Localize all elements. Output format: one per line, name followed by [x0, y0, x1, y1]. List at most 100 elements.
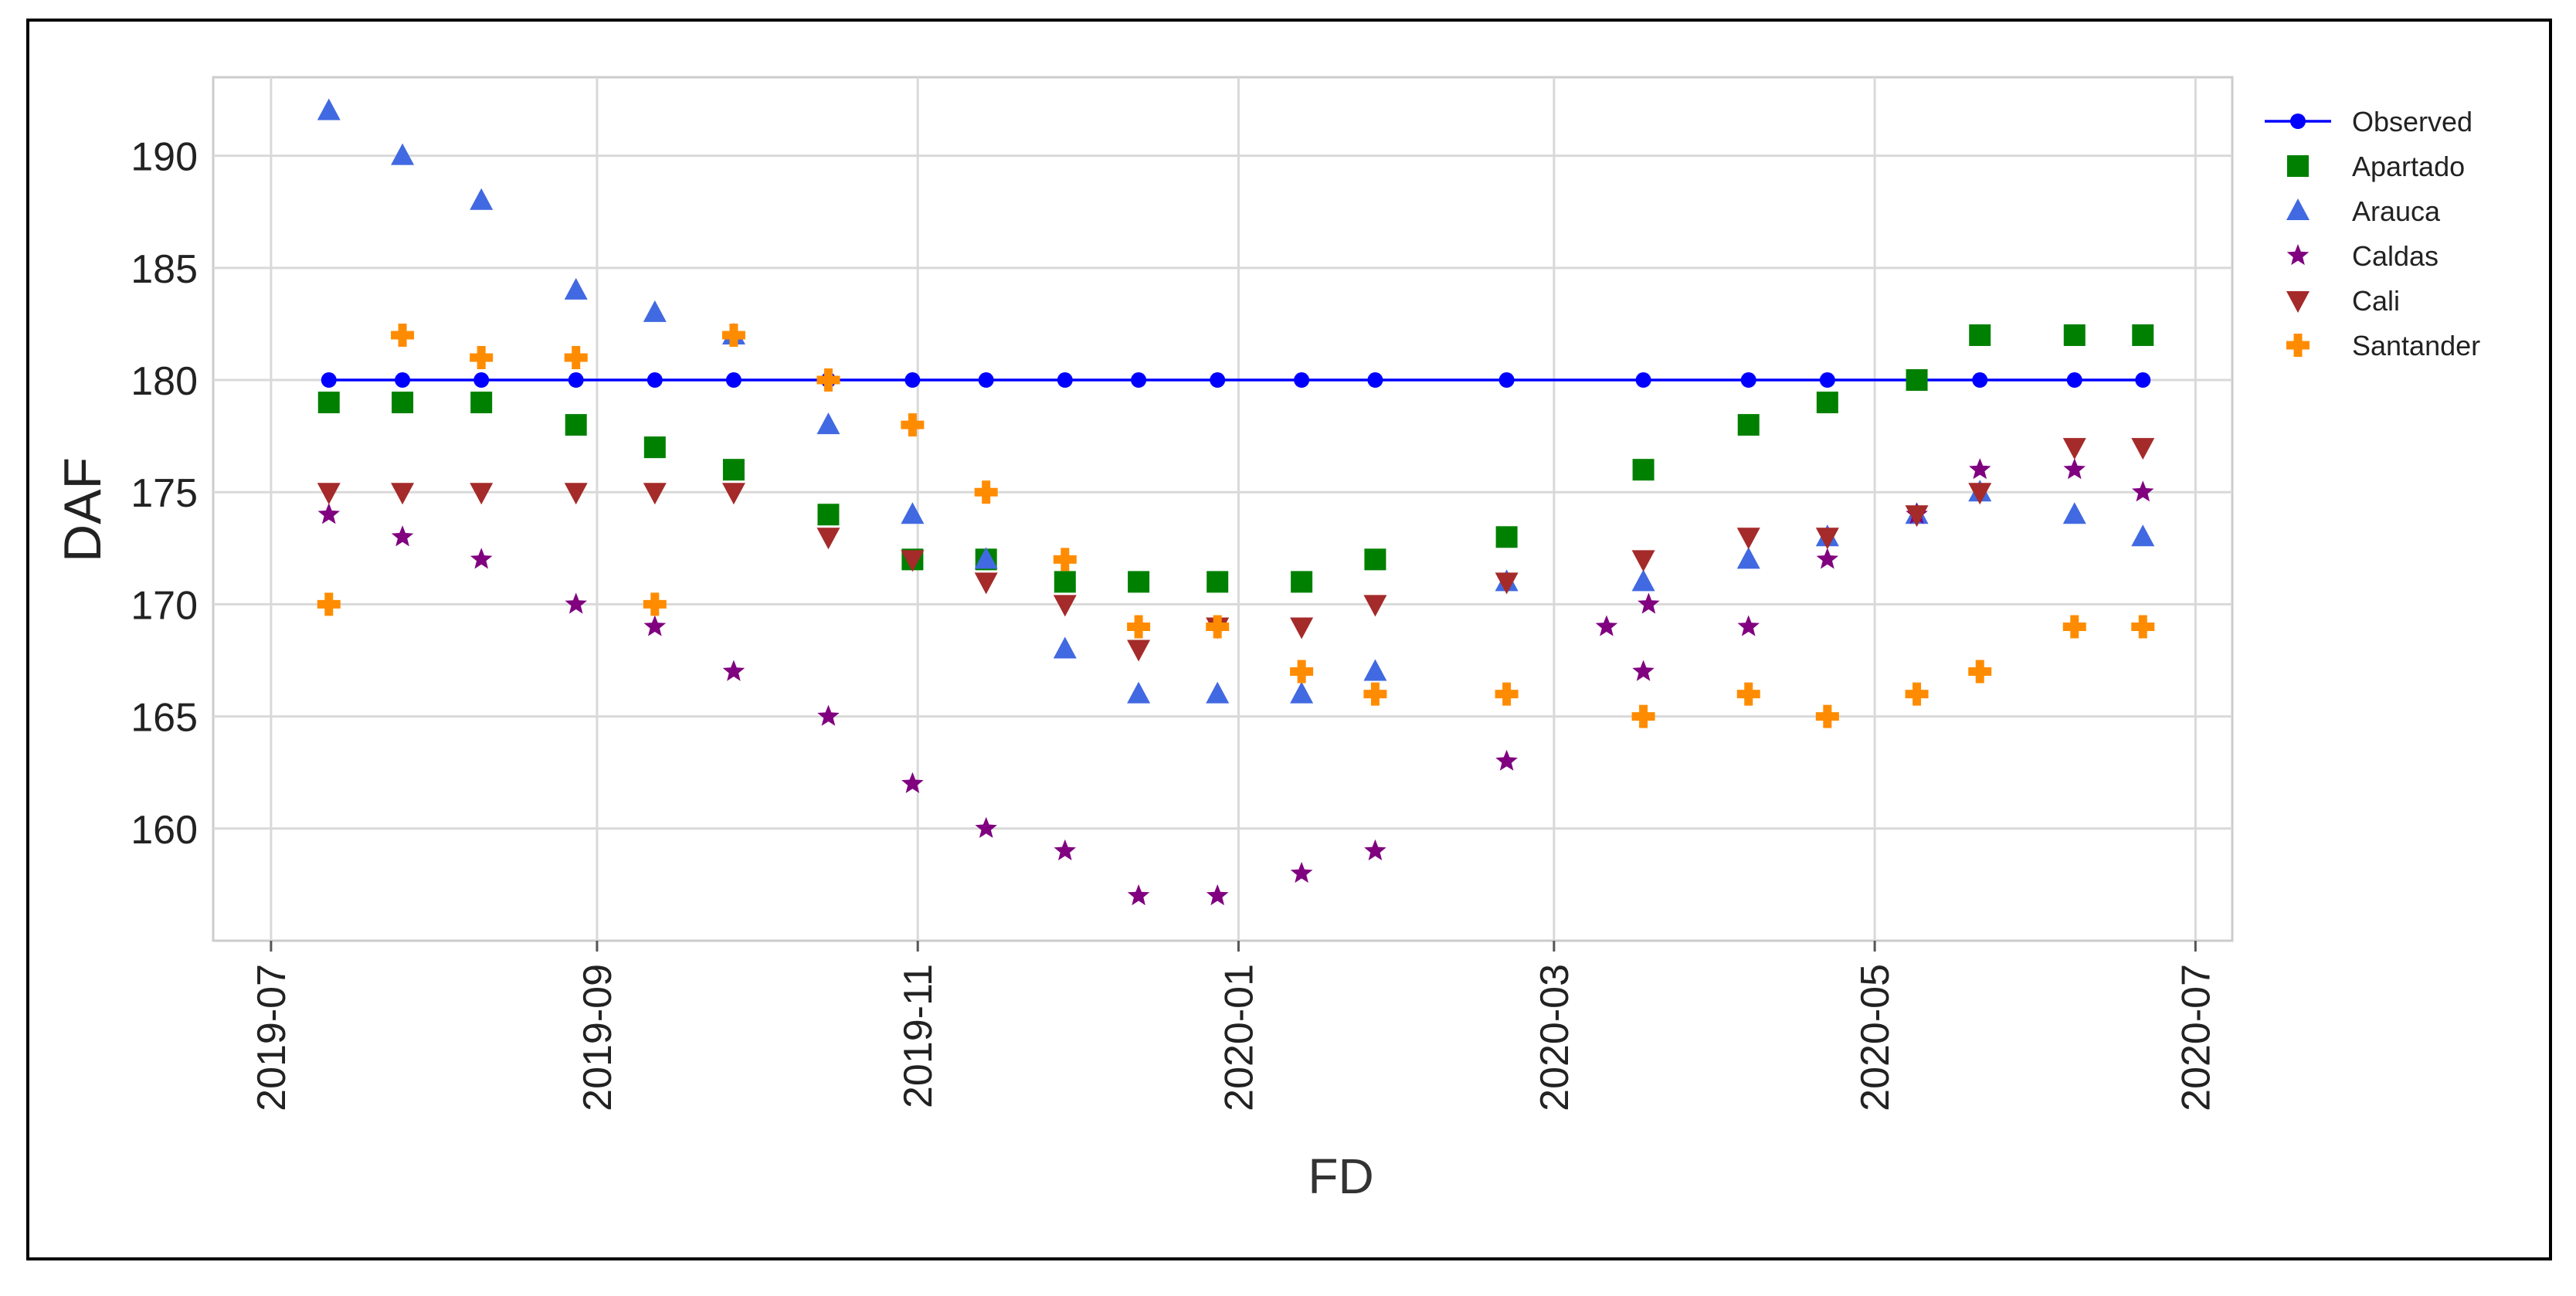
caldas-point	[722, 660, 745, 681]
caldas-point	[1290, 861, 1313, 883]
x-tick-label: 2020-07	[2174, 964, 2218, 1111]
observed-point	[1972, 372, 1988, 388]
observed-point	[1367, 372, 1383, 388]
cali-point	[317, 483, 341, 505]
legend-marker	[2290, 114, 2306, 129]
santander-point	[1127, 615, 1151, 639]
series-arauca	[317, 98, 2155, 704]
apartado-point	[1054, 571, 1076, 593]
caldas-point	[1969, 458, 1991, 480]
arauca-point	[470, 188, 494, 210]
x-tick-label: 2019-09	[575, 964, 620, 1111]
cali-point	[721, 483, 745, 505]
legend-item-cali: Cali	[2286, 285, 2400, 317]
santander-point	[391, 323, 415, 347]
arauca-point	[816, 412, 840, 435]
legend-item-apartado: Apartado	[2287, 151, 2465, 182]
x-axis-ticks: 2019-07 2019-09 2019-11 2020-01 2020-03 2020-…	[249, 941, 2218, 1111]
santander-point	[1631, 704, 1655, 728]
apartado-point	[1632, 459, 1655, 481]
cali-point	[1815, 528, 1839, 550]
caldas-point	[643, 615, 667, 636]
apartado-point	[1364, 548, 1386, 571]
santander-point	[1363, 682, 1387, 706]
caldas-point	[1054, 839, 1076, 860]
arauca-point	[317, 98, 341, 120]
y-axis-label: DAF	[53, 457, 112, 562]
legend-label: Arauca	[2352, 195, 2441, 227]
caldas-point	[1638, 592, 1660, 614]
cali-point	[1736, 528, 1760, 550]
plot-area	[212, 76, 2234, 942]
santander-point	[721, 323, 745, 347]
arauca-point	[1127, 681, 1151, 704]
apartado-point	[470, 392, 493, 414]
cali-point	[2062, 438, 2086, 460]
arauca-point	[1053, 636, 1077, 659]
x-tick-label: 2019-07	[249, 964, 294, 1111]
santander-point	[1968, 660, 1992, 684]
arauca-point	[564, 277, 588, 300]
series-layer	[317, 98, 2155, 906]
cali-point	[1290, 617, 1314, 640]
cali-point	[643, 483, 667, 505]
santander-point	[470, 345, 494, 369]
legend-item-observed: Observed	[2265, 106, 2472, 137]
series-cali	[317, 438, 2155, 662]
santander-point	[1053, 548, 1077, 572]
series-caldas	[317, 458, 2154, 906]
caldas-point	[901, 772, 924, 793]
cali-point	[1127, 640, 1151, 662]
caldas-point	[470, 548, 493, 569]
santander-point	[317, 592, 341, 616]
cali-point	[391, 483, 415, 505]
arauca-point	[1363, 659, 1387, 681]
observed-point	[2135, 372, 2151, 388]
santander-point	[1206, 615, 1230, 639]
arauca-point	[2062, 502, 2086, 524]
observed-point	[568, 372, 584, 388]
y-tick-label: 165	[131, 696, 198, 741]
gridlines	[213, 77, 2232, 941]
apartado-point	[565, 414, 587, 436]
legend-label: Observed	[2352, 106, 2472, 137]
apartado-point	[1816, 392, 1838, 414]
apartado-point	[2132, 324, 2154, 346]
x-tick-label: 2020-01	[1217, 964, 1261, 1111]
y-tick-label: 190	[131, 135, 198, 180]
observed-point	[1819, 372, 1835, 388]
legend: Observed Apartado Arauca Caldas Cali Santande…	[2265, 106, 2480, 361]
cali-point	[901, 550, 925, 572]
apartado-point	[817, 504, 840, 526]
cali-point	[1053, 595, 1077, 617]
santander-point	[816, 368, 840, 392]
cali-point	[1495, 572, 1519, 595]
caldas-point	[1737, 615, 1760, 636]
caldas-point	[1364, 839, 1386, 860]
observed-point	[2066, 372, 2082, 388]
x-axis-label: FD	[1308, 1148, 1373, 1204]
caldas-point	[1632, 660, 1655, 681]
cali-point	[1905, 505, 1929, 528]
y-tick-label: 180	[131, 359, 198, 404]
observed-point	[1057, 372, 1073, 388]
legend-item-arauca: Arauca	[2286, 195, 2441, 227]
santander-point	[564, 345, 588, 369]
apartado-point	[1207, 571, 1229, 593]
arauca-point	[2131, 524, 2155, 547]
observed-point	[1210, 372, 1226, 388]
santander-point	[2062, 615, 2086, 639]
observed-point	[647, 372, 663, 388]
caldas-point	[1816, 548, 1839, 569]
arauca-point	[391, 143, 415, 165]
apartado-point	[2063, 324, 2086, 346]
observed-point	[473, 372, 490, 388]
y-tick-label: 170	[131, 583, 198, 628]
arauca-point	[643, 300, 667, 322]
caldas-point	[565, 592, 587, 614]
observed-point	[1740, 372, 1756, 388]
y-tick-label: 175	[131, 471, 198, 516]
caldas-point	[391, 525, 414, 547]
caldas-point	[975, 816, 997, 838]
